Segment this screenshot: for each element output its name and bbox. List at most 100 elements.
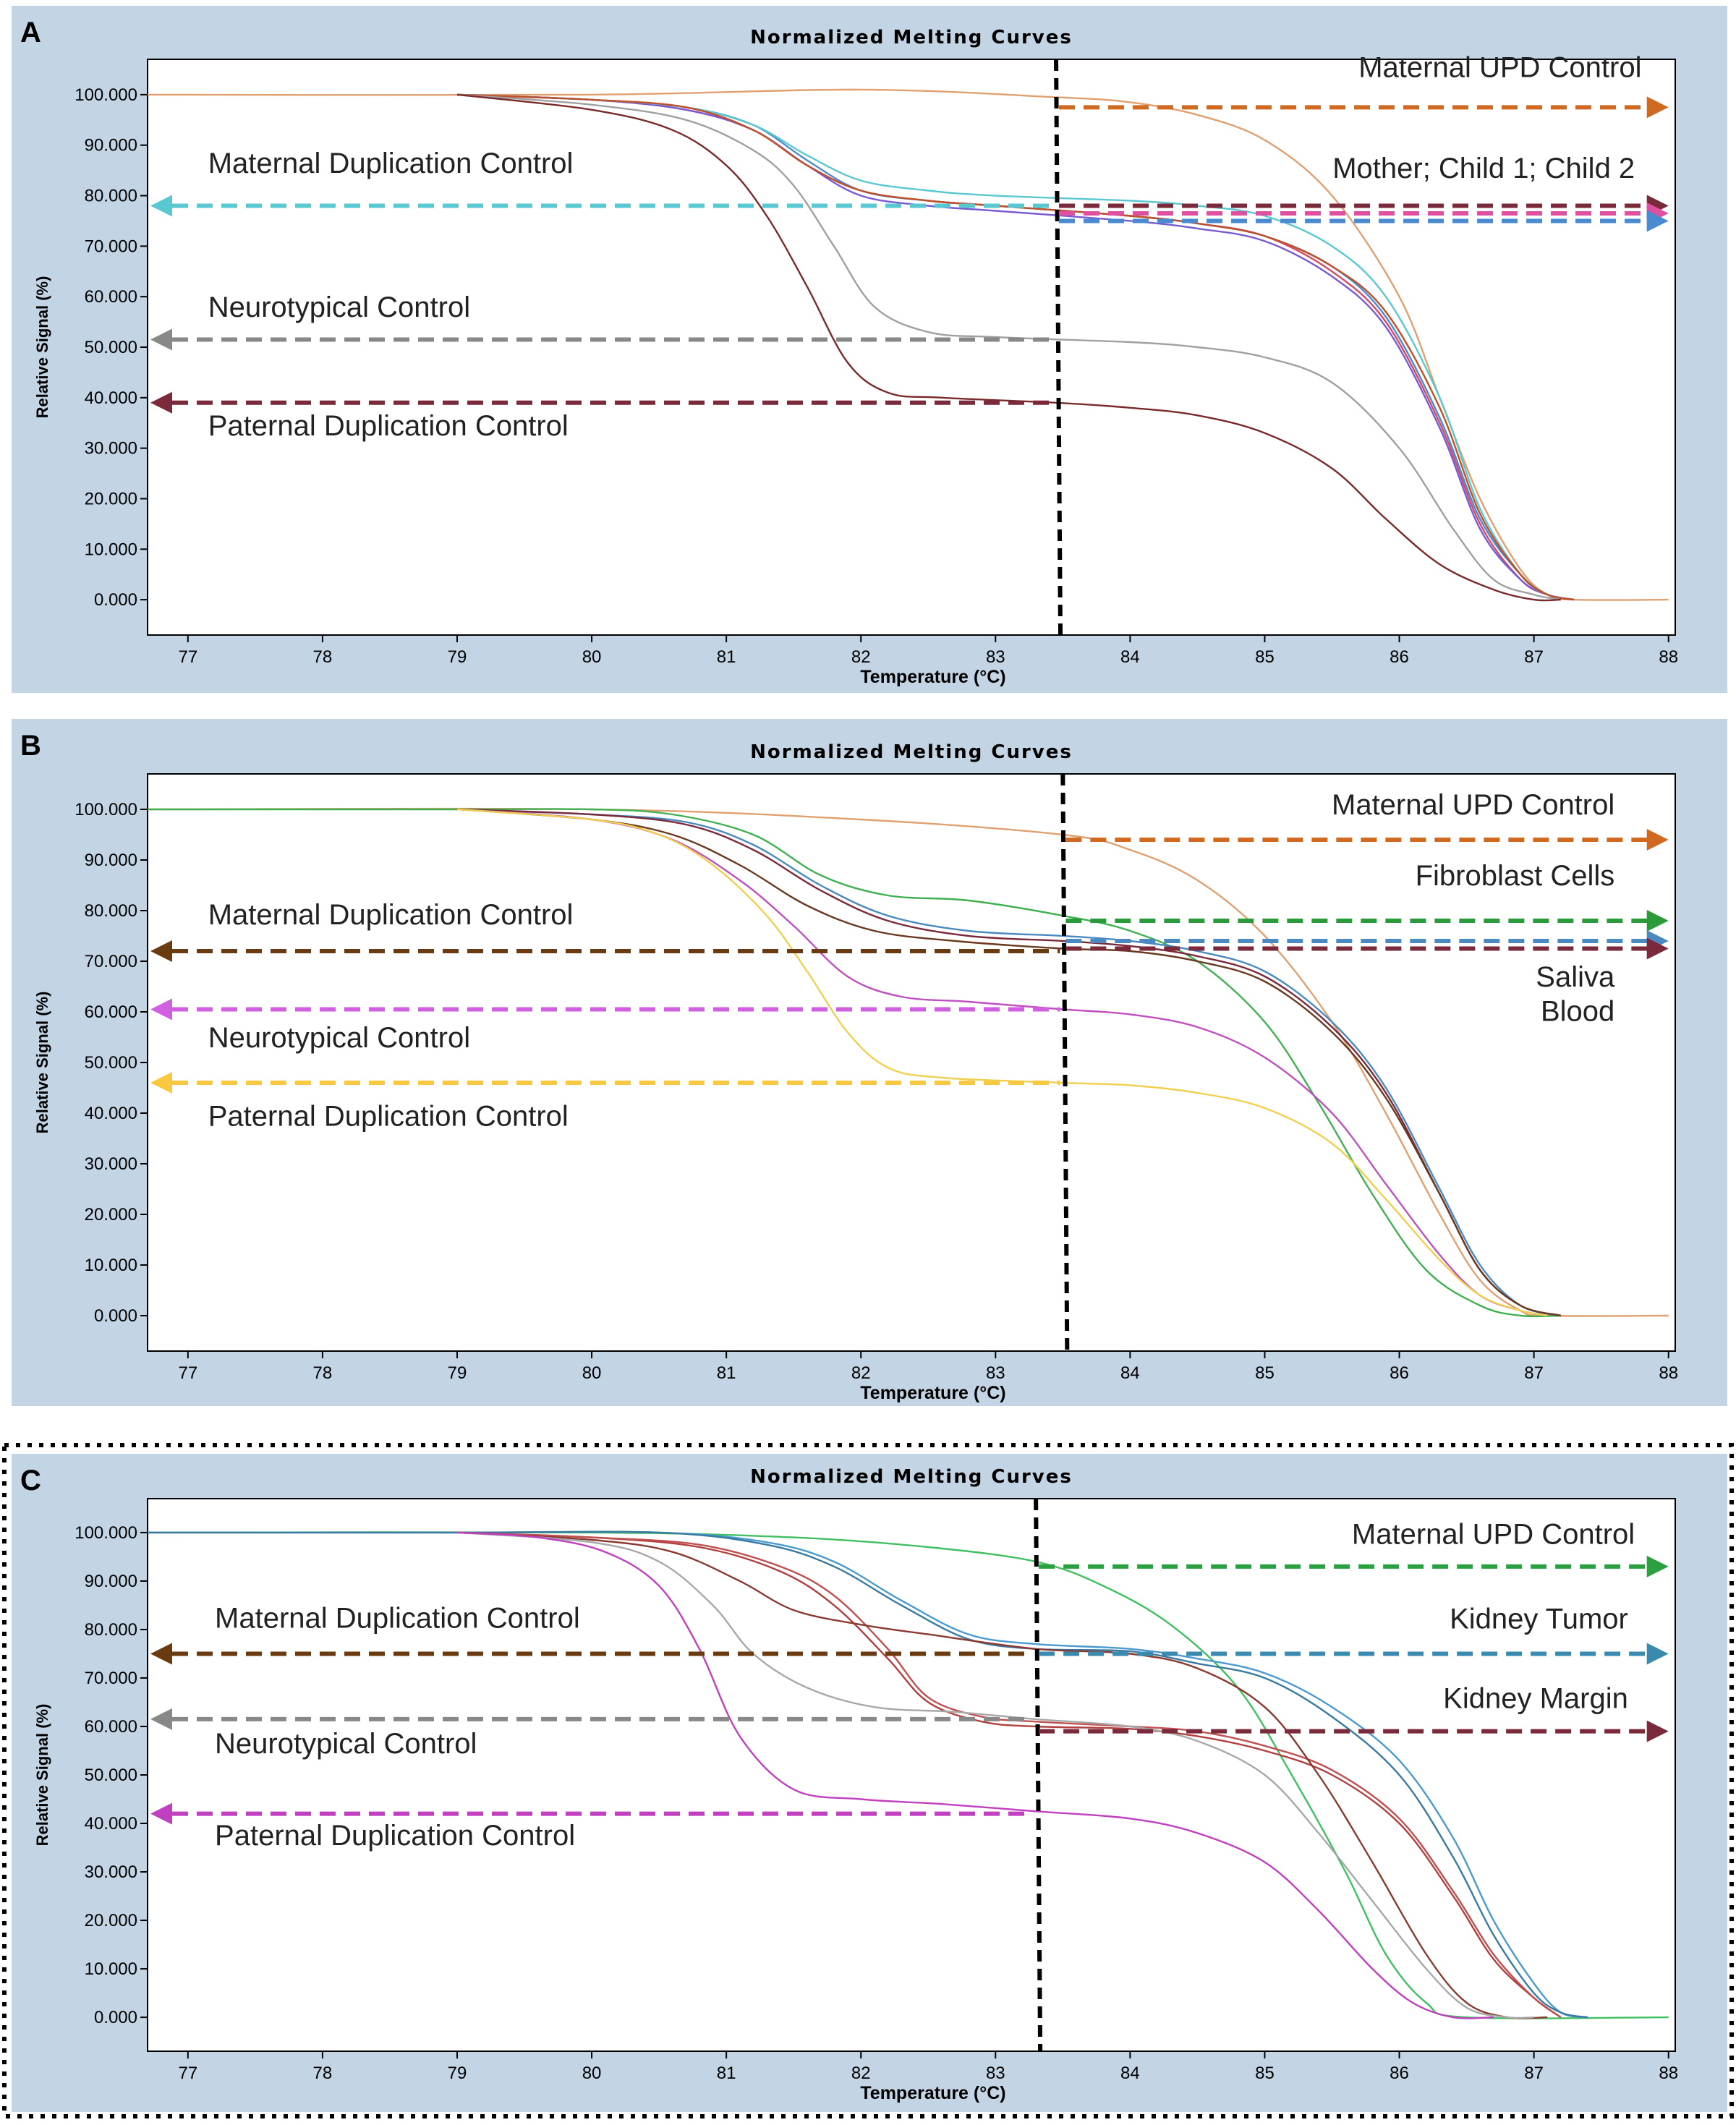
y-tick-label: 100.000 <box>75 1523 137 1543</box>
panel-b-annotations: Maternal UPD Control Fibroblast Cells Sali… <box>208 789 1615 1133</box>
panel-c-y-axis: 0.000 10.000 20.000 30.000 40.000 50.000 60.00… <box>75 1523 148 2027</box>
y-tick-label: 50.000 <box>85 1053 137 1073</box>
arrow-blood <box>1065 937 1669 960</box>
curve-saliva <box>456 808 1562 1317</box>
annotation-kidney-margin: Kidney Margin <box>1443 1683 1628 1715</box>
curve-mother-replicate <box>456 93 1575 601</box>
x-tick-label: 82 <box>851 1363 871 1383</box>
x-tick-label: 77 <box>178 1363 197 1383</box>
curve-paternal-duplication-control <box>456 1531 1494 2019</box>
x-tick-label: 82 <box>851 647 871 667</box>
y-tick-label: 0.000 <box>94 590 137 610</box>
arrow-maternal-duplication-control <box>150 195 1054 217</box>
panel-b-x-axis: 77 78 79 80 81 82 83 84 85 86 87 88 <box>178 1351 1678 1383</box>
x-tick-label: 84 <box>1120 2064 1140 2083</box>
arrow-maternal-upd-control-head <box>1646 1555 1669 1577</box>
panel-c-dotted-frame <box>2 1443 1734 2118</box>
y-tick-label: 70.000 <box>85 1669 137 1688</box>
y-tick-label: 70.000 <box>85 952 137 971</box>
x-tick-label: 77 <box>178 647 197 667</box>
panel-c: C Normalized Melting Curves 77 78 79 80 81 82 83… <box>12 1454 1727 2112</box>
panel-b-curves <box>148 807 1669 1318</box>
x-tick-label: 77 <box>178 2064 197 2083</box>
panel-b-letter: B <box>20 730 41 762</box>
y-tick-label: 0.000 <box>94 1306 137 1326</box>
curve-maternal-duplication-control <box>456 808 1562 1317</box>
annotation-maternal-upd-control: Maternal UPD Control <box>1358 51 1641 83</box>
curve-neurotypical-control <box>456 1531 1534 2019</box>
arrow-paternal-duplication-control-head <box>150 391 172 414</box>
x-tick-label: 86 <box>1390 647 1409 667</box>
y-tick-label: 80.000 <box>85 901 137 921</box>
arrow-neurotypical-control-head <box>150 328 172 351</box>
x-tick-label: 80 <box>582 2064 602 2083</box>
annotation-paternal-duplication-control: Paternal Duplication Control <box>215 1820 575 1852</box>
y-tick-label: 10.000 <box>85 1256 137 1275</box>
y-tick-label: 70.000 <box>85 237 137 256</box>
arrow-maternal-duplication-control-head <box>150 1643 172 1665</box>
panel-a-x-axis: 77 78 79 80 81 82 83 84 85 86 87 88 <box>178 635 1678 667</box>
x-tick-label: 86 <box>1390 2064 1409 2083</box>
curve-fibroblast-cells <box>148 808 1561 1318</box>
x-tick-label: 88 <box>1659 1363 1678 1383</box>
arrow-neurotypical-control <box>150 998 1060 1021</box>
x-tick-label: 79 <box>448 647 467 667</box>
arrow-maternal-upd-control-head <box>1646 96 1669 119</box>
x-tick-label: 84 <box>1120 1363 1140 1383</box>
x-tick-label: 84 <box>1120 647 1140 667</box>
x-tick-label: 83 <box>986 2064 1005 2083</box>
y-tick-label: 60.000 <box>85 1002 137 1022</box>
arrow-kidney-margin <box>1039 1720 1669 1742</box>
y-tick-label: 50.000 <box>85 338 137 357</box>
arrow-paternal-duplication-control <box>150 1072 1060 1094</box>
y-tick-label: 20.000 <box>85 1911 137 1930</box>
panel-a-letter: A <box>20 17 41 48</box>
x-tick-label: 87 <box>1524 1363 1544 1383</box>
panel-a: A Normalized Melting Curves 77 78 79 80 81 82 83… <box>12 6 1727 693</box>
x-tick-label: 78 <box>313 2064 333 2083</box>
y-tick-label: 20.000 <box>85 489 137 508</box>
panel-a-arrows <box>150 96 1669 414</box>
arrow-neurotypical-control <box>150 1708 1034 1730</box>
arrow-maternal-duplication-control-head <box>150 940 172 962</box>
arrow-paternal-duplication-control-head <box>150 1802 172 1825</box>
annotation-kidney-tumor: Kidney Tumor <box>1450 1604 1628 1635</box>
y-tick-label: 90.000 <box>85 1572 137 1591</box>
curve-kidney-margin <box>456 1531 1562 2019</box>
panel-b-threshold-line <box>1060 773 1070 1352</box>
arrow-paternal-duplication-control-head <box>150 1072 172 1094</box>
annotation-neurotypical-control: Neurotypical Control <box>215 1728 477 1760</box>
x-tick-label: 80 <box>582 1363 602 1383</box>
panel-c-annotations: Maternal UPD Control Kidney Tumor Kidney M… <box>215 1518 1635 1852</box>
annotation-paternal-duplication-control: Paternal Duplication Control <box>208 410 569 442</box>
y-tick-label: 0.000 <box>94 2008 137 2027</box>
x-tick-label: 81 <box>717 647 736 667</box>
annotation-maternal-duplication-control: Maternal Duplication Control <box>208 899 574 931</box>
panel-b: B Normalized Melting Curves 77 78 79 80 81 82 83… <box>12 719 1727 1406</box>
curve-paternal-duplication-control <box>456 93 1561 602</box>
curve-kidney-margin-replicate <box>456 1531 1562 2019</box>
panel-c-plot-area <box>147 1498 1676 2052</box>
annotation-fibroblast-cells: Fibroblast Cells <box>1416 860 1615 892</box>
x-tick-label: 78 <box>313 647 333 667</box>
x-tick-label: 79 <box>448 1363 467 1383</box>
panel-a-y-axis: 0.000 10.000 20.000 30.000 40.000 50.000 60.00… <box>75 85 148 610</box>
panel-b-title: Normalized Melting Curves <box>750 741 1073 763</box>
panel-a-annotations: Maternal UPD Control Mother; Child 1; Chi… <box>208 51 1642 442</box>
x-tick-label: 83 <box>986 647 1005 667</box>
annotation-maternal-upd-control: Maternal UPD Control <box>1332 789 1614 821</box>
x-tick-label: 85 <box>1255 1363 1275 1383</box>
annotation-blood: Blood <box>1541 996 1614 1028</box>
curve-neurotypical-control <box>456 808 1548 1317</box>
x-tick-label: 80 <box>582 647 602 667</box>
arrow-neurotypical-control-head <box>150 998 172 1021</box>
panel-b-x-axis-label: Temperature (°C) <box>860 1383 1005 1403</box>
arrow-maternal-upd-control-head <box>1646 829 1669 851</box>
annotation-maternal-duplication-control: Maternal Duplication Control <box>208 148 574 179</box>
x-tick-label: 81 <box>717 2064 736 2083</box>
y-tick-label: 50.000 <box>85 1766 137 1785</box>
annotation-maternal-upd-control: Maternal UPD Control <box>1352 1518 1635 1550</box>
curve-neurotypical-control <box>456 93 1562 601</box>
annotation-mother-child-1-child-2: Mother; Child 1; Child 2 <box>1332 153 1635 184</box>
arrow-unlabeled-head <box>1646 210 1669 232</box>
